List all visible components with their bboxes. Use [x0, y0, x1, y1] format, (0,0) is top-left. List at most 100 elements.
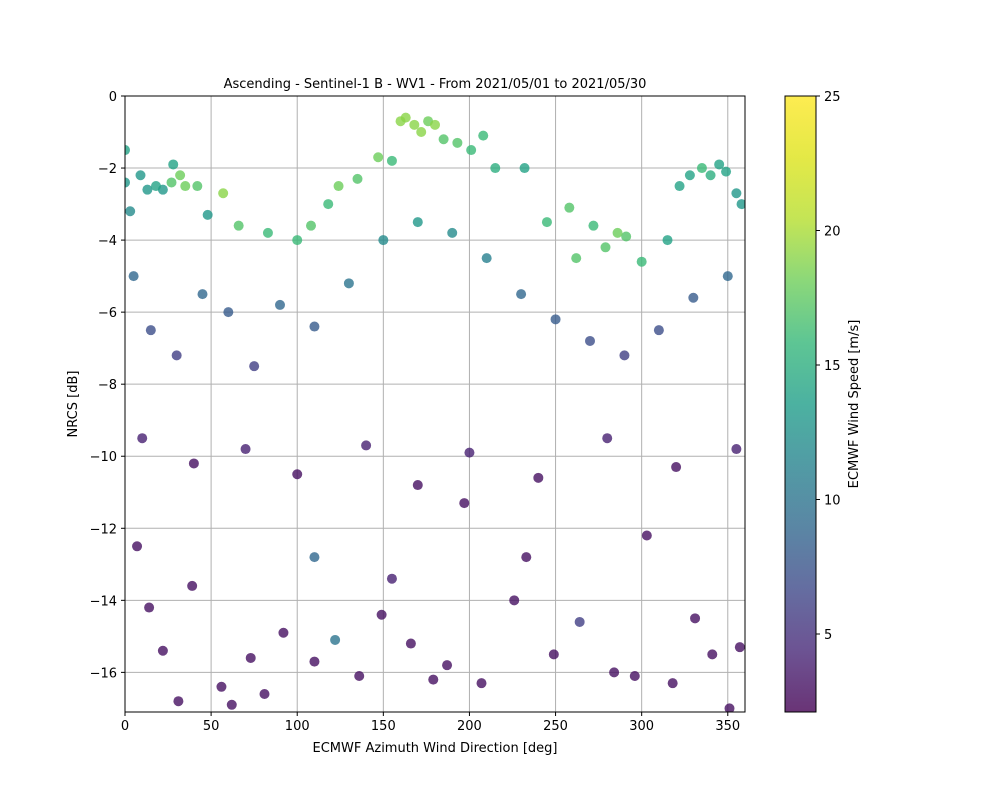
scatter-point	[218, 188, 229, 199]
scatter-point	[442, 660, 453, 671]
scatter-point	[309, 656, 320, 667]
scatter-point	[128, 271, 139, 282]
scatter-point	[166, 177, 177, 188]
scatter-point	[188, 458, 199, 469]
scatter-point	[233, 220, 244, 231]
scatter-point	[352, 173, 363, 184]
y-tick-label: −8	[98, 378, 117, 393]
colorbar-tick-label: 15	[824, 359, 841, 374]
scatter-point	[459, 498, 470, 509]
scatter-point	[275, 299, 285, 310]
y-axis: 0 −2 −4 −6 −8 −10 −12 −14 −16	[90, 90, 125, 681]
scatter-point	[361, 440, 372, 451]
colorbar-title: ECMWF Wind Speed [m/s]	[847, 320, 862, 489]
x-tick-label: 300	[629, 719, 654, 734]
x-axis: 0 50 100 150 200 250 300 350	[121, 712, 740, 734]
scatter-point	[724, 703, 735, 712]
scatter-point	[736, 199, 745, 210]
scatter-point	[309, 552, 320, 563]
scatter-point	[409, 119, 420, 130]
scatter-point	[216, 681, 227, 692]
scatter-point	[412, 217, 423, 228]
x-tick-label: 250	[543, 719, 568, 734]
scatter-point	[667, 678, 678, 689]
colorbar-ticks: 5 10 15 20 25	[816, 90, 841, 643]
scatter-point	[151, 181, 161, 192]
scatter-point	[173, 696, 184, 707]
scatter-point	[636, 256, 647, 267]
scatter-point	[541, 217, 552, 228]
y-tick-label: −14	[90, 594, 117, 609]
scatter-point	[175, 170, 186, 181]
scatter-point	[142, 184, 153, 195]
scatter-point	[731, 188, 742, 199]
scatter-point	[714, 159, 725, 170]
y-tick-label: −12	[90, 522, 117, 537]
colorbar-tick-label: 25	[824, 90, 841, 105]
scatter-point	[722, 271, 733, 282]
scatter-point	[187, 580, 198, 591]
scatter-point	[354, 670, 365, 681]
scatter-point	[653, 325, 664, 336]
y-tick-label: −4	[98, 234, 117, 249]
scatter-point	[662, 235, 673, 246]
scatter-point	[386, 573, 397, 584]
scatter-point	[548, 649, 559, 660]
x-tick-label: 350	[715, 719, 740, 734]
scatter-point	[125, 206, 136, 217]
scatter-point	[619, 350, 630, 361]
scatter-point	[405, 638, 416, 649]
scatter-point	[223, 307, 234, 318]
scatter-point	[533, 472, 544, 483]
scatter-point	[306, 220, 316, 231]
scatter-point	[574, 616, 585, 627]
scatter-point	[430, 119, 440, 130]
scatter-point	[343, 278, 354, 289]
scatter-point	[171, 350, 182, 361]
scatter-point	[671, 462, 682, 473]
scatter-point	[705, 170, 716, 181]
scatter-point	[412, 480, 423, 491]
colorbar-frame	[784, 95, 817, 713]
x-tick-label: 0	[121, 719, 129, 734]
scatter-point	[481, 253, 492, 264]
scatter-point	[585, 335, 595, 346]
scatter-point	[132, 541, 143, 552]
scatter-point	[734, 642, 745, 653]
scatter-point	[168, 159, 179, 170]
colorbar-tick-label: 20	[824, 224, 841, 239]
scatter-point	[249, 361, 260, 372]
colorbar	[785, 96, 816, 712]
scatter-point	[464, 447, 475, 458]
scatter-point	[416, 127, 427, 138]
x-tick-label: 50	[203, 719, 220, 734]
x-tick-label: 150	[371, 719, 396, 734]
scatter-point	[452, 137, 463, 148]
scatter-point	[202, 209, 213, 220]
scatter-point	[197, 289, 208, 300]
scatter-point	[240, 444, 251, 455]
scatter-point	[428, 674, 439, 685]
scatter-point	[386, 155, 397, 166]
scatter-point	[629, 670, 640, 681]
scatter-point	[466, 145, 477, 156]
scatter-point	[145, 325, 156, 336]
scatter-point	[707, 649, 718, 660]
scatter-point	[125, 145, 130, 156]
scatter-point	[378, 235, 389, 246]
scatter-point	[447, 227, 458, 238]
colorbar-tick-label: 10	[824, 493, 841, 508]
y-axis-title: NRCS [dB]	[66, 371, 81, 438]
scatter-point	[476, 678, 487, 689]
scatter-point	[696, 163, 707, 174]
scatter-point	[245, 652, 256, 663]
scatter-point	[674, 181, 685, 192]
scatter-point	[690, 613, 701, 624]
scatter-point	[400, 112, 411, 123]
scatter-point	[438, 134, 449, 145]
scatter-point	[192, 181, 203, 192]
scatter-point	[688, 292, 699, 303]
scatter-point	[490, 163, 501, 174]
scatter-point	[721, 166, 732, 177]
scatter-point	[509, 595, 520, 606]
